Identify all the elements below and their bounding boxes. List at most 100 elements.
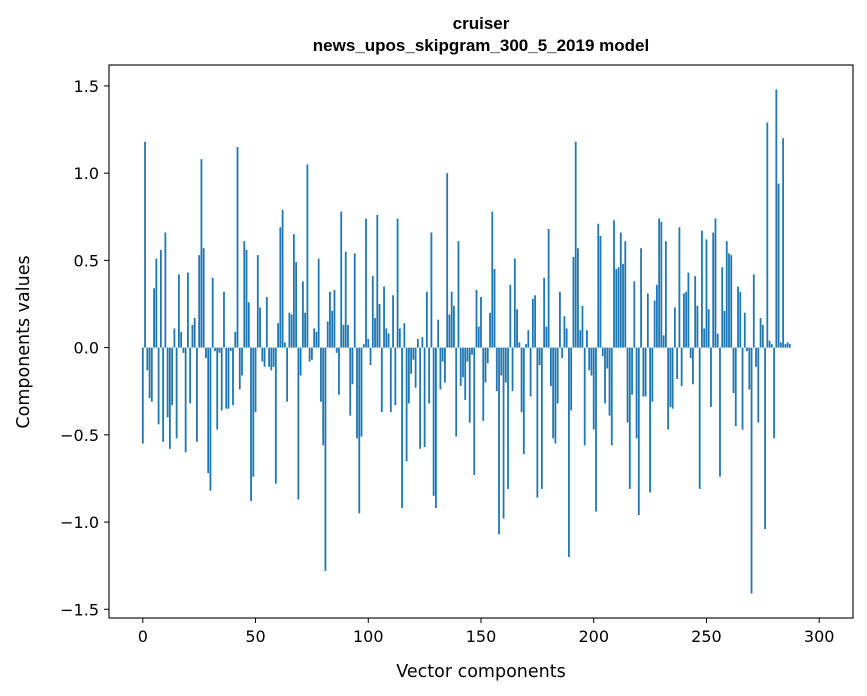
bar-189 <box>568 347 570 557</box>
bar-206 <box>606 347 609 369</box>
bar-142 <box>462 347 464 378</box>
bar-149 <box>477 326 480 348</box>
bar-126 <box>425 291 428 348</box>
bar-137 <box>450 291 453 348</box>
bar-22 <box>191 324 194 348</box>
bar-128 <box>430 232 433 348</box>
x-tick-label: 250 <box>691 627 722 646</box>
bar-166 <box>516 309 518 348</box>
bar-98 <box>362 344 365 348</box>
bar-281 <box>775 89 778 348</box>
bar-134 <box>444 347 446 383</box>
bar-154 <box>489 312 491 348</box>
bar-19 <box>184 347 187 453</box>
bar-45 <box>243 241 246 348</box>
bar-23 <box>193 317 196 348</box>
bar-259 <box>725 241 728 348</box>
bar-97 <box>360 347 363 437</box>
bar-38 <box>227 347 230 409</box>
bar-143 <box>464 347 467 400</box>
bar-278 <box>768 340 771 348</box>
bar-228 <box>655 284 658 348</box>
bar-210 <box>615 269 618 348</box>
bar-42 <box>236 146 239 348</box>
bar-285 <box>784 344 787 348</box>
y-tick-label: 1.0 <box>74 164 99 183</box>
bar-34 <box>218 347 221 353</box>
bar-29 <box>207 347 210 474</box>
bar-229 <box>658 218 661 348</box>
bar-100 <box>367 338 370 348</box>
bar-16 <box>177 274 180 348</box>
bar-117 <box>405 347 408 461</box>
bar-253 <box>712 232 715 348</box>
bar-214 <box>624 241 627 348</box>
plot-frame <box>108 64 854 619</box>
bar-183 <box>554 347 557 444</box>
bar-108 <box>385 328 388 348</box>
bar-161 <box>504 347 507 383</box>
bar-78 <box>317 258 320 348</box>
bar-188 <box>565 328 568 348</box>
bar-248 <box>701 230 703 348</box>
bar-81 <box>324 347 327 571</box>
bar-122 <box>416 338 419 348</box>
bar-115 <box>401 347 403 509</box>
bar-85 <box>333 290 336 348</box>
bar-168 <box>520 347 523 413</box>
bar-258 <box>723 310 726 348</box>
bar-150 <box>480 297 482 348</box>
bar-119 <box>410 347 413 374</box>
bar-93 <box>351 347 354 385</box>
bar-255 <box>716 333 719 348</box>
y-tick-label: −1.0 <box>60 513 99 532</box>
bar-17 <box>180 331 183 348</box>
bar-72 <box>304 312 307 348</box>
bar-215 <box>626 347 629 423</box>
y-axis-label: Components values <box>14 255 34 428</box>
bar-156 <box>493 269 496 348</box>
bar-129 <box>432 347 435 496</box>
bar-140 <box>457 241 460 348</box>
bar-172 <box>529 347 532 397</box>
bar-60 <box>277 323 279 348</box>
bar-227 <box>653 300 656 348</box>
bar-275 <box>761 324 764 348</box>
bar-120 <box>412 347 415 360</box>
bar-21 <box>189 347 192 404</box>
bar-230 <box>660 222 663 348</box>
bar-138 <box>453 305 455 348</box>
bar-43 <box>238 347 241 390</box>
bar-191 <box>572 256 575 348</box>
bar-106 <box>380 347 383 413</box>
bar-225 <box>649 347 651 493</box>
bar-160 <box>502 347 505 519</box>
bar-204 <box>601 347 604 357</box>
bar-205 <box>604 347 606 404</box>
bar-276 <box>764 347 766 530</box>
bar-249 <box>703 328 706 348</box>
bar-287 <box>788 344 791 348</box>
bar-203 <box>599 235 602 348</box>
bar-167 <box>518 342 521 348</box>
bar-61 <box>279 227 282 348</box>
bar-282 <box>777 183 780 348</box>
x-tick-label: 150 <box>466 627 497 646</box>
bar-46 <box>245 249 248 348</box>
bar-39 <box>229 347 232 352</box>
bar-232 <box>664 241 667 348</box>
bar-146 <box>471 347 473 355</box>
bar-175 <box>536 347 539 498</box>
bar-56 <box>268 347 270 367</box>
bar-270 <box>750 347 753 594</box>
bar-7 <box>157 347 160 425</box>
bar-73 <box>306 164 309 348</box>
bar-48 <box>250 347 252 502</box>
bar-236 <box>673 307 676 348</box>
bar-75 <box>311 347 313 360</box>
bar-66 <box>290 314 293 348</box>
bar-201 <box>595 347 597 512</box>
bar-114 <box>398 328 401 348</box>
bar-69 <box>297 347 300 500</box>
bar-272 <box>755 347 757 367</box>
